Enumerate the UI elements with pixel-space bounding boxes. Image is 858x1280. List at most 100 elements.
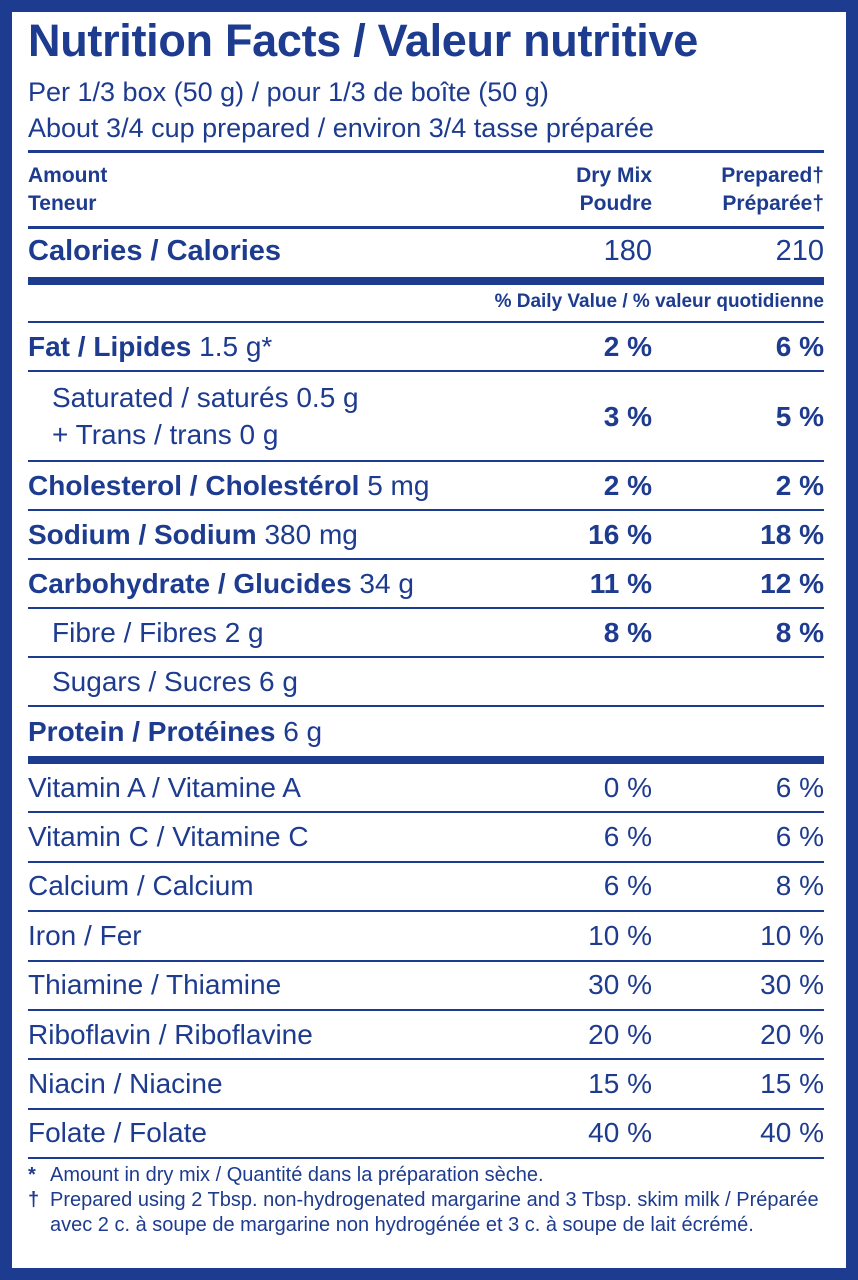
nutrient-name-cell: Fat / Lipides 1.5 g* (28, 331, 492, 363)
vitamin-name: Calcium / Calcium (28, 870, 254, 902)
vitamin-name: Folate / Folate (28, 1117, 207, 1149)
nutrient-name-cell: Carbohydrate / Glucides 34 g (28, 568, 492, 600)
dry-percent: 2 % (603, 330, 652, 362)
vitamin-row: Calcium / Calcium 6 % 8 % (28, 863, 824, 913)
prepared-percent: 8 % (775, 616, 824, 648)
vitamin-row: Thiamine / Thiamine 30 % 30 % (28, 962, 824, 1011)
nutrient-name-cell: Fibre / Fibres 2 g (28, 617, 492, 649)
prepared-percent: 6 % (775, 821, 824, 853)
dry-percent: 15 % (588, 1068, 652, 1100)
prepared-percent: 30 % (760, 969, 824, 1001)
dry-percent: 16 % (588, 518, 652, 550)
nutrient-row: Sugars / Sucres 6 g (28, 658, 824, 707)
nutrient-row: Sodium / Sodium 380 mg 16 % 18 % (28, 511, 824, 560)
nutrient-text: Sugars / Sucres 6 g (52, 665, 298, 697)
vitamin-row: Riboflavin / Riboflavine 20 % 20 % (28, 1011, 824, 1061)
header-prepared: Préparée† (722, 191, 824, 215)
nutrient-amount: 34 g (359, 567, 414, 599)
nutrient-name-cell: Sugars / Sucres 6 g (28, 666, 492, 698)
nutrient-row: Protein / Protéines 6 g (28, 707, 824, 764)
vitamin-row: Niacin / Niacine 15 % 15 % (28, 1060, 824, 1110)
dry-percent: 8 % (603, 616, 652, 648)
dry-percent: 0 % (603, 771, 652, 803)
vitamin-row: Folate / Folate 40 % 40 % (28, 1110, 824, 1160)
calories-dry: 180 (603, 234, 652, 267)
prepared-percent: 10 % (760, 919, 824, 951)
dry-percent: 3 % (603, 400, 652, 432)
footnote-symbol: † (28, 1189, 40, 1212)
nutrient-name: Cholesterol / Cholestérol (28, 469, 360, 501)
nutrient-text: Fibre / Fibres 2 g (52, 616, 264, 648)
dry-percent: 6 % (603, 870, 652, 902)
calories-label: Calories / Calories (28, 234, 282, 267)
daily-value-header: % Daily Value / % valeur quotidienne (28, 285, 824, 323)
prepared-percent: 18 % (760, 518, 824, 550)
nutrient-name-cell: Protein / Protéines 6 g (28, 716, 492, 748)
prepared-percent: 15 % (760, 1068, 824, 1100)
nutrient-amount: 1.5 g* (199, 330, 273, 362)
title: Nutrition Facts / Valeur nutritive (28, 15, 698, 66)
vitamin-name: Iron / Fer (28, 919, 142, 951)
nutrient-name: Carbohydrate / Glucides (28, 567, 352, 599)
nutrient-row: Carbohydrate / Glucides 34 g 11 % 12 % (28, 560, 824, 609)
footnotes: * Amount in dry mix / Quantité dans la pr… (28, 1159, 824, 1238)
dry-percent: 30 % (588, 969, 652, 1001)
nutrient-amount: 5 mg (367, 469, 430, 501)
prepared-percent: 2 % (775, 469, 824, 501)
nutrients: Fat / Lipides 1.5 g* 2 % 6 % Saturated / sa… (28, 323, 824, 764)
prepared-percent: 12 % (760, 567, 824, 599)
vitamin-row: Vitamin A / Vitamine A 0 % 6 % (28, 764, 824, 814)
vitamin-name: Thiamine / Thiamine (28, 969, 282, 1001)
vitamin-row: Iron / Fer 10 % 10 % (28, 912, 824, 962)
nutrient-amount: 380 mg (264, 518, 358, 550)
header-amount: Amount (28, 163, 108, 187)
prepared-percent: 6 % (775, 771, 824, 803)
dry-percent: 11 % (589, 567, 652, 599)
serving: Per 1/3 box (50 g) / pour 1/3 de boîte (… (28, 74, 824, 153)
nutrient-row: Cholesterol / Cholestérol 5 mg 2 % 2 % (28, 462, 824, 511)
nutrient-amount: 6 g (283, 715, 323, 747)
nutrient-name: Sodium / Sodium (28, 518, 257, 550)
nutrient-name-cell: Cholesterol / Cholestérol 5 mg (28, 470, 492, 502)
dry-percent: 10 % (588, 919, 652, 951)
nutrient-name: Fat / Lipides (28, 330, 192, 362)
serving-line: About 3/4 cup prepared / environ 3/4 tas… (28, 113, 654, 143)
nutrient-row: Fibre / Fibres 2 g 8 % 8 % (28, 609, 824, 658)
prepared-percent: 20 % (760, 1018, 824, 1050)
prepared-percent: 8 % (775, 870, 824, 902)
nutrient-name-cell: Saturated / saturés 0.5 g + Trans / trans… (28, 379, 492, 453)
footnote-text: Prepared using 2 Tbsp. non-hydrogenated … (50, 1189, 819, 1237)
prepared-percent: 5 % (775, 400, 824, 432)
footnote: † Prepared using 2 Tbsp. non-hydrogenated… (28, 1188, 824, 1238)
calories-prepared: 210 (775, 234, 824, 267)
serving-line: Per 1/3 box (50 g) / pour 1/3 de boîte (… (28, 77, 549, 107)
footnote-symbol: * (28, 1164, 36, 1187)
nutrient-name-cell: Sodium / Sodium 380 mg (28, 519, 492, 551)
vitamin-name: Vitamin A / Vitamine A (28, 771, 301, 803)
nutrient-row: Saturated / saturés 0.5 g + Trans / trans… (28, 372, 824, 462)
footnote: * Amount in dry mix / Quantité dans la pr… (28, 1163, 824, 1188)
vitamin-name: Niacin / Niacine (28, 1068, 223, 1100)
calories-row: Calories / Calories 180 210 (28, 229, 824, 285)
footnote-text: Amount in dry mix / Quantité dans la pré… (50, 1164, 544, 1187)
header-dry: Poudre (579, 191, 652, 215)
header-amount: Teneur (28, 191, 97, 215)
dry-percent: 40 % (588, 1117, 652, 1149)
prepared-percent: 40 % (760, 1117, 824, 1149)
vitamin-row: Vitamin C / Vitamine C 6 % 6 % (28, 813, 824, 863)
nutrient-row: Fat / Lipides 1.5 g* 2 % 6 % (28, 323, 824, 372)
dry-percent: 20 % (588, 1018, 652, 1050)
header-prepared: Prepared† (721, 163, 824, 187)
nutrient-name: Protein / Protéines (28, 715, 276, 747)
column-header: Amount Teneur Dry Mix Poudre Prepared† Prép… (28, 153, 824, 229)
prepared-percent: 6 % (775, 330, 824, 362)
vitamin-name: Vitamin C / Vitamine C (28, 821, 309, 853)
dry-percent: 6 % (603, 821, 652, 853)
header-dry: Dry Mix (576, 163, 652, 187)
nutrient-text: + Trans / trans 0 g (52, 419, 279, 450)
nutrient-text: Saturated / saturés 0.5 g (52, 382, 359, 413)
vitamin-name: Riboflavin / Riboflavine (28, 1018, 313, 1050)
dry-percent: 2 % (603, 469, 652, 501)
